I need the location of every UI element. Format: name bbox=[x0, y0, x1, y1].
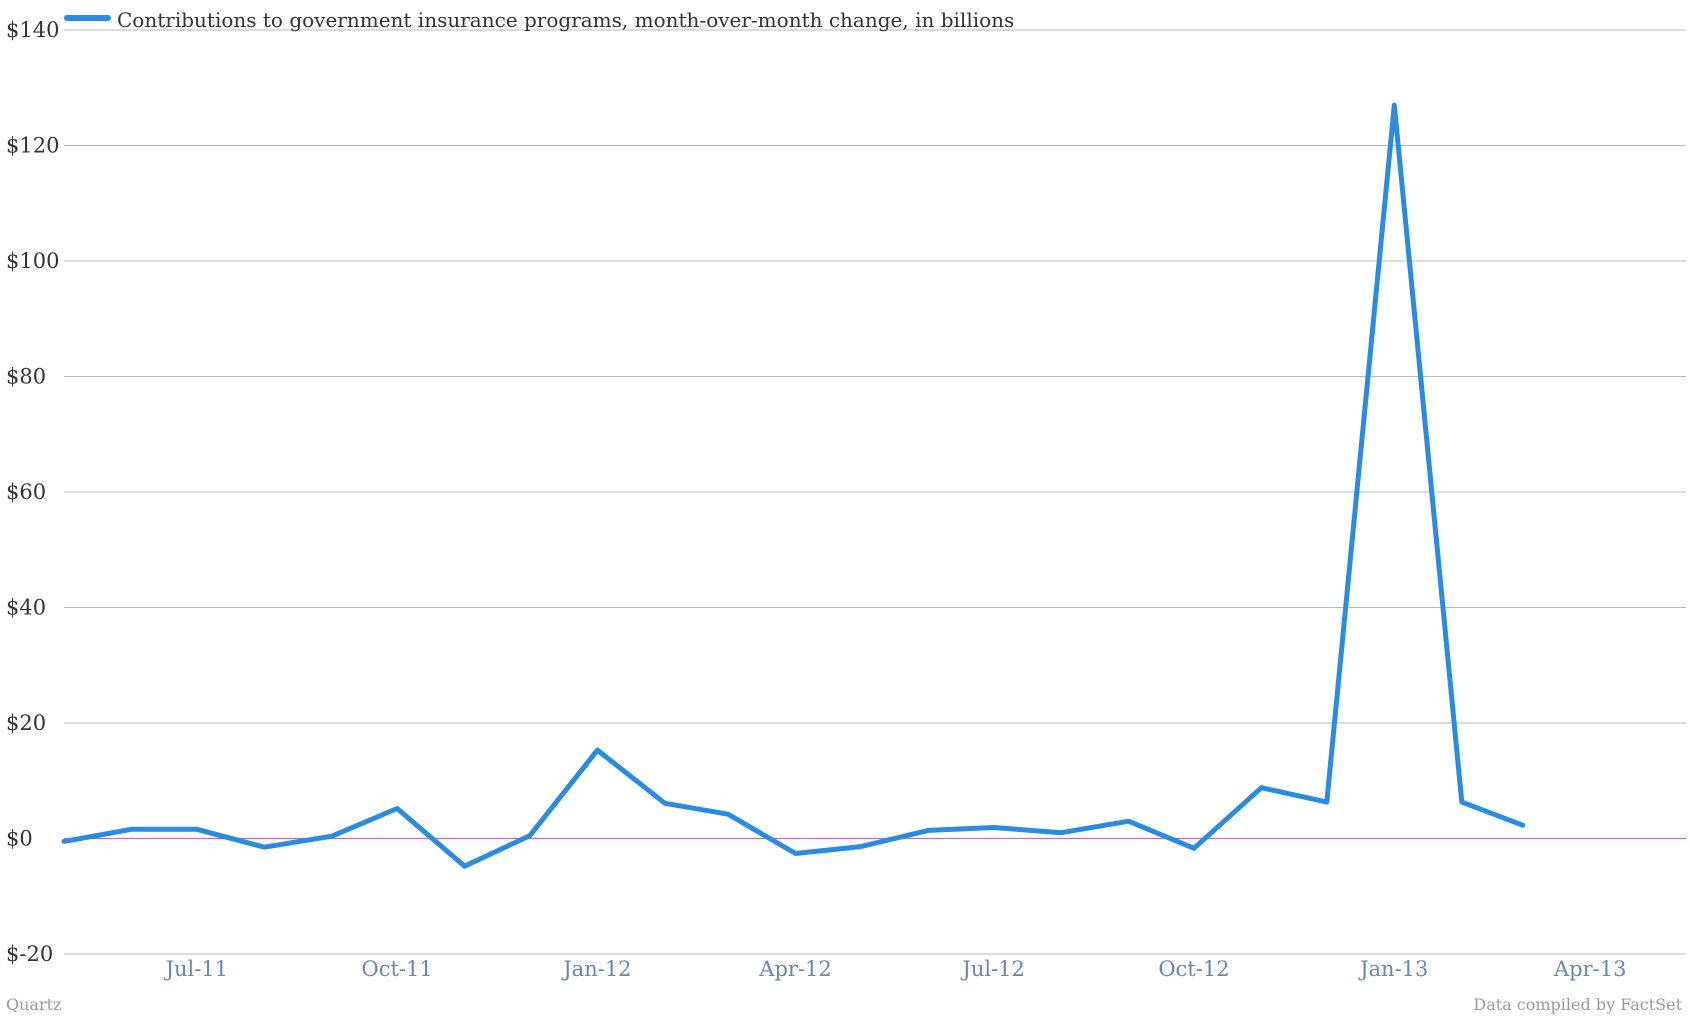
legend-label: Contributions to government insurance pr… bbox=[117, 8, 1014, 32]
x-tick-label: Jan-13 bbox=[1358, 957, 1428, 981]
x-tick-label: Oct-12 bbox=[1158, 957, 1229, 981]
series-layer bbox=[61, 102, 1526, 869]
source-right: Data compiled by FactSet bbox=[1473, 995, 1682, 1014]
y-tick-label: $20 bbox=[6, 711, 46, 735]
x-tick-label: Apr-13 bbox=[1553, 957, 1626, 981]
y-tick-label: $120 bbox=[6, 134, 59, 158]
x-tick-label: Jul-12 bbox=[960, 957, 1024, 981]
y-axis-ticks: $-20 $0 $20 $40 $60 $80 $100 $120 $140 bbox=[6, 18, 59, 966]
y-tick-label: $80 bbox=[6, 365, 46, 389]
y-tick-label: $60 bbox=[6, 480, 46, 504]
x-tick-label: Jul-11 bbox=[164, 957, 228, 981]
source-left: Quartz bbox=[6, 995, 61, 1014]
y-tick-label: $100 bbox=[6, 249, 59, 273]
y-tick-label: $140 bbox=[6, 18, 59, 42]
x-axis-ticks: Jul-11 Oct-11 Jan-12 Apr-12 Jul-12 Oct-12 Jan-… bbox=[164, 957, 1627, 981]
legend: Contributions to government insurance pr… bbox=[64, 8, 1014, 32]
y-tick-label: $0 bbox=[6, 827, 33, 851]
x-tick-label: Apr-12 bbox=[758, 957, 831, 981]
series-line bbox=[61, 102, 1526, 869]
x-tick-label: Jan-12 bbox=[561, 957, 631, 981]
x-tick-label: Oct-11 bbox=[361, 957, 432, 981]
y-tick-label: $40 bbox=[6, 596, 46, 620]
y-tick-label: $-20 bbox=[6, 942, 53, 966]
grid-lines bbox=[64, 29, 1686, 955]
